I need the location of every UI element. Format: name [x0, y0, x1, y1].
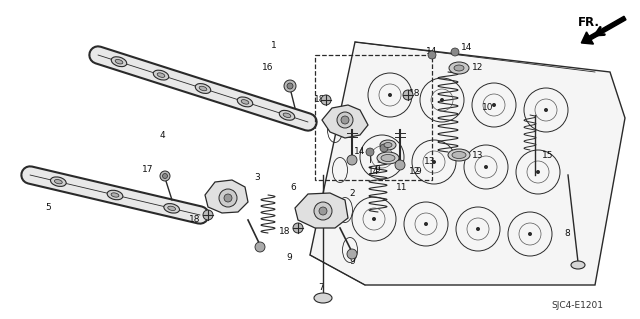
Circle shape: [341, 116, 349, 124]
Text: 9: 9: [374, 166, 380, 174]
Ellipse shape: [115, 59, 123, 64]
Ellipse shape: [195, 84, 211, 93]
Text: 3: 3: [254, 174, 260, 182]
Text: 14: 14: [426, 47, 438, 56]
Circle shape: [314, 202, 332, 220]
Circle shape: [440, 98, 444, 102]
Text: 13: 13: [424, 158, 436, 167]
Ellipse shape: [452, 152, 466, 159]
Ellipse shape: [571, 261, 585, 269]
Text: 4: 4: [159, 130, 165, 139]
Ellipse shape: [448, 149, 470, 161]
Circle shape: [536, 170, 540, 174]
Ellipse shape: [111, 193, 119, 197]
Text: 8: 8: [564, 228, 570, 238]
Circle shape: [388, 93, 392, 97]
Circle shape: [163, 174, 168, 179]
Ellipse shape: [168, 206, 175, 211]
Circle shape: [432, 160, 436, 164]
Text: 11: 11: [396, 183, 408, 192]
Ellipse shape: [449, 62, 469, 74]
Text: 12: 12: [410, 167, 420, 176]
Circle shape: [476, 227, 480, 231]
Text: 7: 7: [318, 284, 324, 293]
Text: 9: 9: [415, 167, 421, 176]
Circle shape: [366, 148, 374, 156]
Ellipse shape: [279, 110, 295, 120]
Ellipse shape: [237, 97, 253, 107]
Circle shape: [492, 103, 496, 107]
Circle shape: [255, 242, 265, 252]
Ellipse shape: [241, 100, 249, 104]
Polygon shape: [322, 105, 368, 138]
Text: 9: 9: [349, 257, 355, 266]
Ellipse shape: [384, 143, 392, 147]
Circle shape: [224, 194, 232, 202]
Ellipse shape: [107, 190, 123, 200]
Ellipse shape: [454, 65, 464, 71]
Text: 17: 17: [142, 165, 154, 174]
Circle shape: [395, 160, 405, 170]
Circle shape: [293, 223, 303, 233]
Polygon shape: [310, 42, 625, 285]
Text: 16: 16: [262, 63, 274, 72]
Bar: [315, 55, 432, 180]
Text: 9: 9: [286, 254, 292, 263]
Circle shape: [319, 207, 327, 215]
Circle shape: [219, 189, 237, 207]
Circle shape: [321, 95, 331, 105]
Text: 14: 14: [355, 147, 365, 157]
Circle shape: [528, 232, 532, 236]
Polygon shape: [205, 180, 248, 213]
Text: 1: 1: [271, 41, 277, 50]
Ellipse shape: [111, 57, 127, 67]
Circle shape: [160, 171, 170, 181]
Text: 18: 18: [314, 95, 326, 105]
Ellipse shape: [380, 140, 396, 150]
Circle shape: [347, 155, 357, 165]
Circle shape: [380, 155, 384, 159]
Text: FR.: FR.: [578, 16, 600, 28]
Ellipse shape: [153, 70, 169, 80]
Text: 13: 13: [472, 151, 484, 160]
Circle shape: [372, 217, 376, 221]
Ellipse shape: [283, 113, 291, 118]
Ellipse shape: [377, 152, 399, 164]
Circle shape: [380, 144, 388, 152]
Ellipse shape: [164, 204, 180, 213]
Text: 18: 18: [279, 227, 291, 236]
Ellipse shape: [381, 154, 395, 161]
Circle shape: [451, 48, 459, 56]
Circle shape: [337, 112, 353, 128]
Circle shape: [544, 108, 548, 112]
Text: 15: 15: [542, 151, 554, 160]
Circle shape: [203, 210, 213, 220]
Ellipse shape: [54, 180, 62, 184]
Ellipse shape: [157, 73, 165, 78]
Text: SJC4-E1201: SJC4-E1201: [551, 300, 603, 309]
FancyArrow shape: [581, 16, 626, 44]
Circle shape: [403, 90, 413, 100]
Text: 14: 14: [461, 43, 473, 53]
Text: 2: 2: [349, 189, 355, 197]
Text: 18: 18: [189, 216, 201, 225]
Text: 5: 5: [45, 203, 51, 211]
Text: 14: 14: [368, 167, 380, 176]
Ellipse shape: [51, 177, 66, 186]
Ellipse shape: [314, 293, 332, 303]
Circle shape: [284, 80, 296, 92]
Text: 18: 18: [409, 90, 420, 99]
Text: 6: 6: [290, 183, 296, 192]
Ellipse shape: [199, 86, 207, 91]
Circle shape: [428, 51, 436, 59]
Circle shape: [484, 165, 488, 169]
Circle shape: [287, 83, 293, 89]
Text: 10: 10: [483, 102, 493, 112]
Circle shape: [347, 249, 357, 259]
Circle shape: [424, 222, 428, 226]
Polygon shape: [295, 193, 348, 228]
Text: 12: 12: [472, 63, 484, 71]
